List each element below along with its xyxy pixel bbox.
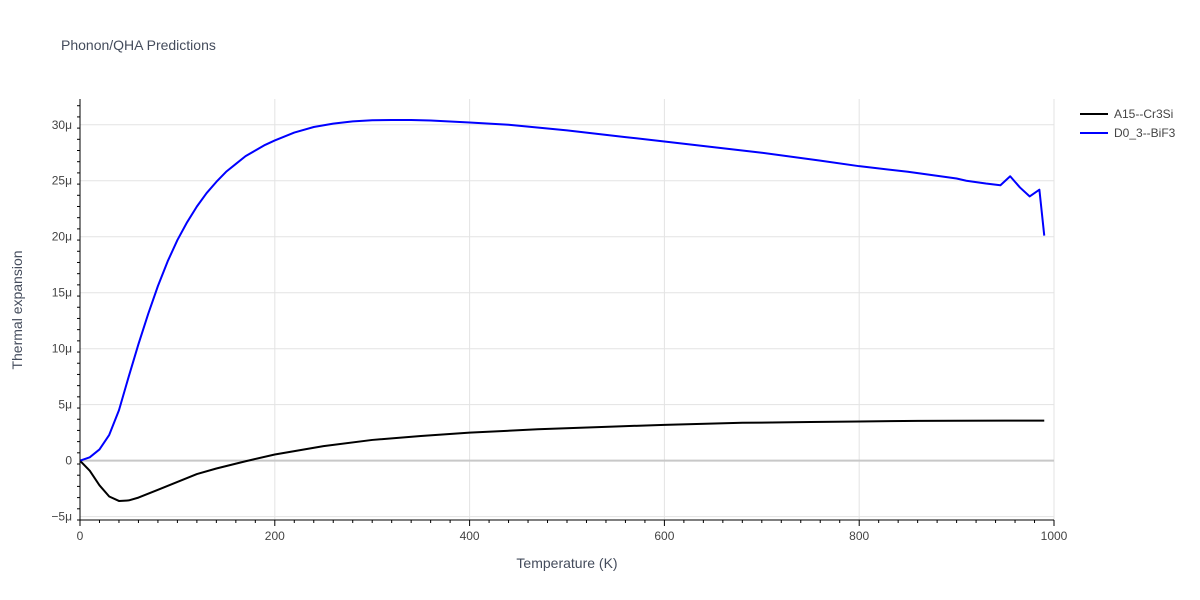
series-line-d0-3-bif3 xyxy=(79,118,1046,462)
y-tick-label: 30μ xyxy=(52,118,72,132)
series-line-a15-cr3si xyxy=(79,419,1045,502)
x-tick-label: 200 xyxy=(265,529,285,543)
chart-title: Phonon/QHA Predictions xyxy=(61,37,216,53)
legend[interactable]: A15--Cr3Si D0_3--BiF3 xyxy=(1080,107,1176,140)
y-tick-label: 15μ xyxy=(52,286,72,300)
y-tick-label: 10μ xyxy=(52,342,72,356)
y-tick-label: 0 xyxy=(65,454,72,468)
x-tick-label: 600 xyxy=(654,529,674,543)
legend-item[interactable]: D0_3--BiF3 xyxy=(1080,126,1176,140)
y-tick-label: 25μ xyxy=(52,174,72,188)
legend-item[interactable]: A15--Cr3Si xyxy=(1080,107,1173,121)
x-axis-ticks: 0 200 400 600 800 1000 xyxy=(77,520,1068,543)
y-tick-label: −5μ xyxy=(51,510,72,524)
series-layer xyxy=(79,118,1046,502)
x-tick-label: 1000 xyxy=(1041,529,1068,543)
legend-label: D0_3--BiF3 xyxy=(1114,126,1176,140)
y-tick-label: 20μ xyxy=(52,230,72,244)
y-tick-label: 5μ xyxy=(58,398,72,412)
y-axis-ticks: −5μ 0 5μ 10μ 15μ 20μ 25μ 30μ xyxy=(51,105,80,524)
legend-label: A15--Cr3Si xyxy=(1114,107,1173,121)
x-tick-label: 400 xyxy=(460,529,480,543)
x-tick-label: 800 xyxy=(849,529,869,543)
x-axis-title: Temperature (K) xyxy=(516,555,617,571)
y-axis-title: Thermal expansion xyxy=(9,250,25,369)
grid-lines xyxy=(80,99,1055,520)
x-tick-label: 0 xyxy=(77,529,84,543)
